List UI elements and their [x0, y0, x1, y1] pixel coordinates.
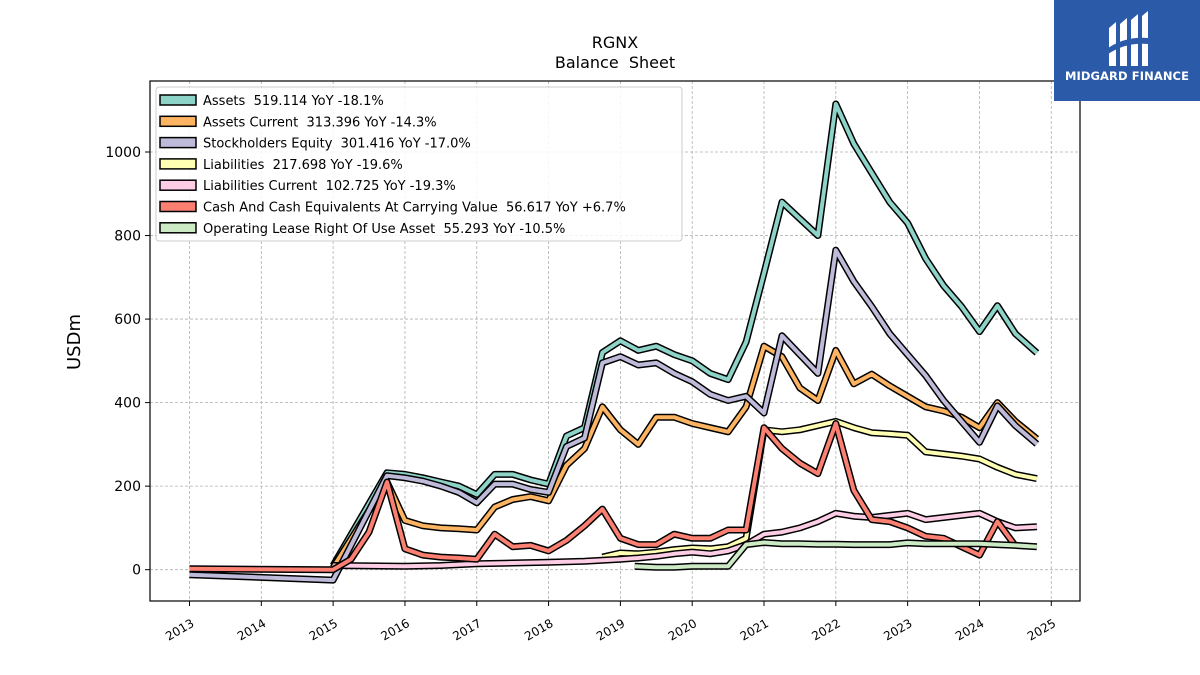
legend-swatch	[159, 136, 197, 149]
series-operating-lease-right-of-use-asset	[634, 539, 1038, 571]
legend-entry: Cash And Cash Equivalents At Carrying Va…	[203, 201, 626, 216]
x-tick-label: 2025	[1025, 616, 1058, 643]
chart-title: RGNX	[592, 33, 638, 52]
chart-subtitle: Balance Sheet	[555, 53, 675, 72]
x-tick-label: 2021	[738, 616, 771, 643]
x-tick-label: 2016	[379, 616, 412, 643]
legend-entry: Assets 519.114 YoY -18.1%	[203, 94, 384, 109]
plot-frame	[149, 80, 1081, 602]
x-tick-label: 2015	[307, 616, 340, 643]
x-tick-label: 2019	[594, 616, 627, 643]
series-line	[331, 102, 1039, 567]
series-line	[601, 419, 1038, 560]
brand-name: MIDGARD FINANCE	[1064, 69, 1190, 83]
y-tick-label: 200	[114, 479, 141, 495]
series-line	[333, 511, 1038, 569]
series-line	[189, 248, 1039, 583]
y-tick-label: 600	[114, 312, 141, 328]
series-liabilities-current	[333, 509, 1038, 570]
legend-entry: Operating Lease Right Of Use Asset 55.29…	[203, 222, 565, 237]
x-tick-label: 2018	[522, 616, 555, 643]
legend-entry: Liabilities 217.698 YoY -19.6%	[203, 158, 403, 173]
legend-entry: Liabilities Current 102.725 YoY -19.3%	[203, 179, 456, 194]
legend-swatch	[159, 94, 197, 106]
series-line	[189, 421, 1018, 572]
legend-swatch	[159, 158, 197, 170]
legend-swatch	[159, 200, 197, 213]
brand-logo: MIDGARD FINANCE	[1054, 0, 1200, 101]
y-axis-label: USDm	[64, 314, 85, 370]
series-assets-current	[330, 342, 1040, 570]
series-cash-and-cash-equivalents-at-carrying-value	[189, 420, 1019, 574]
series-line	[331, 344, 1039, 569]
legend: Assets 519.114 YoY -18.1% Assets Current …	[155, 86, 683, 242]
y-tick-label: 400	[114, 396, 141, 412]
x-tick-label: 2024	[953, 616, 986, 643]
legend-entry: Assets Current 313.396 YoY -14.3%	[203, 115, 437, 130]
series-assets	[330, 100, 1040, 568]
series-layer	[189, 100, 1040, 584]
series-stockholders-equity	[189, 246, 1040, 584]
x-tick-label: 2014	[235, 616, 268, 643]
y-tick-label: 0	[132, 563, 141, 579]
legend-swatch	[159, 179, 197, 191]
series-line	[634, 540, 1038, 570]
legend-entry: Stockholders Equity 301.416 YoY -17.0%	[203, 137, 471, 152]
x-tick-label: 2022	[809, 616, 842, 643]
legend-box	[155, 86, 683, 242]
legend-swatch	[159, 115, 197, 128]
legend-swatch	[159, 222, 197, 234]
x-tick-label: 2017	[450, 616, 483, 643]
y-tick-label: 800	[114, 229, 141, 245]
y-tick-label: 1000	[105, 145, 141, 161]
series-liabilities	[601, 417, 1038, 561]
x-tick-label: 2020	[666, 616, 699, 643]
x-tick-label: 2023	[881, 616, 914, 643]
midgard-logo-icon	[1108, 11, 1148, 66]
x-tick-label: 2013	[163, 616, 196, 643]
